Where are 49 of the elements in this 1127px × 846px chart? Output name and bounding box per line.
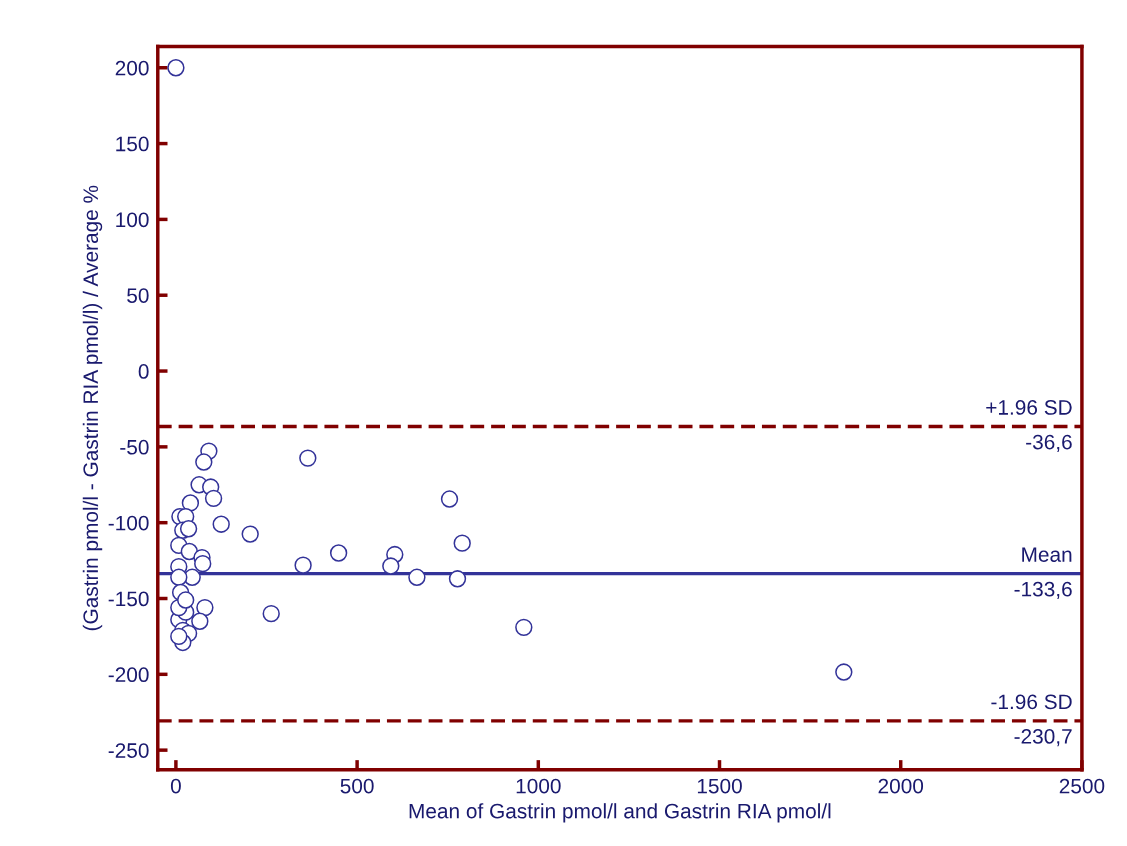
point — [408, 568, 426, 586]
ref-line-label: Mean — [1022, 547, 1072, 562]
x-tick-label: 1000 — [516, 778, 561, 794]
y-tick-label: -150 — [108, 591, 149, 607]
x-tick-label: 0 — [170, 778, 181, 794]
x-tick-label: 2500 — [1059, 778, 1105, 794]
annotation: -133,6 — [1014, 581, 1072, 599]
ref-line-label: +1.96 SD — [986, 400, 1072, 415]
point — [195, 453, 213, 471]
y-axis-title: (Gastrin pmol/l - Gastrin RIA pmol/l) / Average % — [82, 185, 103, 631]
ref-line-label: -1.96 SD — [991, 694, 1072, 710]
point — [181, 494, 200, 512]
point — [196, 598, 214, 617]
point — [179, 520, 198, 538]
point — [453, 534, 471, 552]
y-tick-label: -250 — [108, 743, 149, 758]
y-tick-label: -50 — [120, 439, 149, 455]
point — [299, 449, 317, 467]
x-tick-label: 2000 — [878, 778, 924, 794]
point — [329, 544, 348, 562]
point — [204, 489, 223, 508]
x-tick-label: 500 — [340, 778, 374, 794]
y-tick-label: 200 — [115, 60, 149, 76]
point — [515, 618, 533, 636]
point — [448, 570, 467, 588]
x-tick-label: 1500 — [697, 778, 742, 794]
point — [170, 568, 188, 586]
y-tick-label: 100 — [116, 212, 149, 228]
point — [835, 663, 853, 681]
annotation: -230,7 — [1014, 729, 1072, 747]
point — [440, 490, 459, 508]
x-axis-title: Mean of Gastrin pmol/l and Gastrin RIA pmol/l — [409, 803, 831, 823]
point — [262, 604, 280, 623]
annotation: -36,6 — [1026, 434, 1072, 452]
point — [294, 556, 312, 574]
point — [170, 627, 188, 646]
point — [212, 515, 230, 533]
y-tick-label: -200 — [108, 667, 149, 683]
point — [191, 612, 209, 630]
point — [167, 59, 185, 77]
point — [177, 591, 195, 609]
y-tick-label: 150 — [116, 136, 149, 152]
y-tick-label: 0 — [138, 364, 149, 379]
point — [382, 557, 400, 575]
point — [180, 542, 198, 561]
point — [194, 554, 212, 573]
y-tick-label: 50 — [127, 288, 149, 303]
point — [241, 525, 259, 543]
y-tick-label: -100 — [108, 515, 149, 531]
